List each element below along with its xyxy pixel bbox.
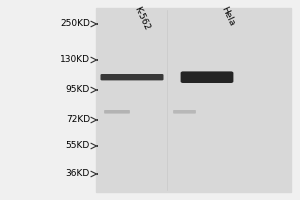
FancyBboxPatch shape [104, 110, 130, 114]
Text: 130KD: 130KD [60, 55, 90, 64]
Text: 72KD: 72KD [66, 116, 90, 124]
Bar [96, 8, 291, 192]
Text: 55KD: 55KD [66, 142, 90, 150]
Text: 250KD: 250KD [60, 20, 90, 28]
Text: Hela: Hela [219, 5, 236, 27]
FancyBboxPatch shape [173, 110, 196, 114]
FancyBboxPatch shape [181, 71, 233, 83]
FancyBboxPatch shape [100, 74, 164, 80]
Text: K-562: K-562 [132, 5, 151, 32]
Text: 95KD: 95KD [66, 85, 90, 94]
Text: 36KD: 36KD [66, 170, 90, 178]
